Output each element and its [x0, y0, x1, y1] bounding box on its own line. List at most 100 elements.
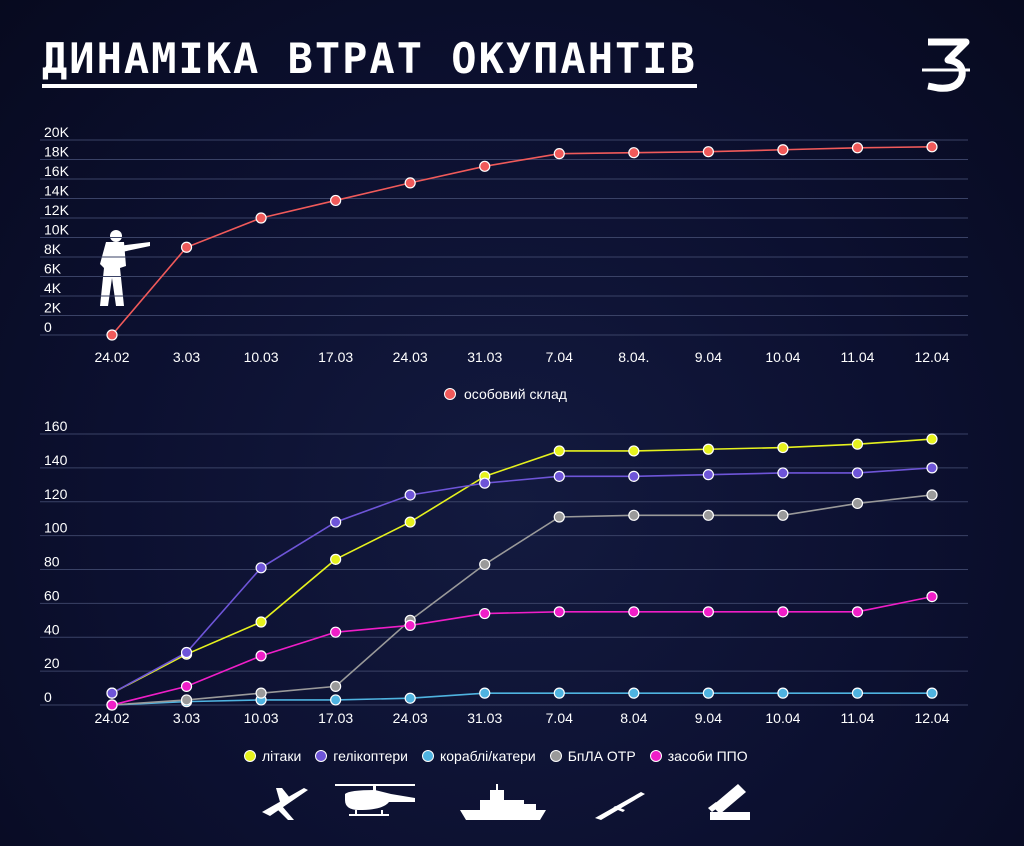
equipment-chart: 0 20 40 60 80 100 120 140 160 24.02 3.03 10.03 17.03…	[40, 418, 968, 726]
y-tick-label: 18K	[44, 144, 70, 160]
data-point	[926, 433, 938, 445]
data-point	[330, 194, 342, 207]
x-tick-label: 24.02	[94, 710, 129, 726]
legend-dot-personnel	[444, 388, 456, 400]
legend-dot-ships	[421, 750, 434, 762]
legend-label-personnel: особовий склад	[464, 386, 567, 402]
data-point	[628, 509, 640, 521]
legend-item-air-defense: засоби ППО	[649, 748, 748, 764]
warship-icon	[460, 784, 546, 820]
data-point	[777, 509, 789, 521]
y-tick-label: 2K	[44, 300, 62, 316]
drone-icon	[595, 792, 645, 820]
y-tick-label: 10K	[44, 222, 70, 238]
page-title: ДИНАМІКА ВТРАТ ОКУПАНТІВ	[42, 36, 697, 88]
x-tick-label: 3.03	[173, 349, 200, 365]
data-point	[404, 692, 416, 704]
data-point	[330, 694, 342, 706]
x-tick-label: 17.03	[318, 710, 353, 726]
legend-dot-helicopters	[315, 750, 328, 762]
data-point	[180, 694, 193, 706]
helicopter-icon	[335, 784, 415, 816]
data-point	[628, 445, 640, 457]
data-point	[702, 687, 714, 699]
data-point	[255, 562, 267, 574]
y-tick-label: 16K	[44, 163, 70, 179]
legend-item-drones: БпЛА ОТР	[549, 748, 636, 764]
y-tick-label: 100	[44, 520, 68, 536]
y-tick-label: 120	[44, 486, 68, 502]
legend-item-ships: кораблі/катери	[421, 748, 536, 764]
legend-item-helicopters: гелікоптери	[315, 748, 408, 764]
y-tick-label: 160	[44, 418, 68, 434]
data-point	[255, 616, 267, 628]
series-line	[111, 494, 933, 706]
series-line	[111, 438, 933, 694]
legend-dot-air-defense	[649, 750, 662, 762]
x-tick-label: 24.02	[94, 349, 129, 365]
y-tick-label: 80	[44, 554, 60, 570]
data-point	[702, 443, 714, 455]
data-point	[926, 687, 938, 699]
data-point	[255, 650, 267, 662]
data-point	[404, 489, 416, 501]
data-point	[553, 606, 565, 618]
data-point	[479, 607, 491, 620]
data-point	[926, 141, 938, 153]
series-line	[111, 595, 933, 706]
x-tick-label: 31.03	[467, 349, 502, 365]
data-point	[851, 497, 864, 510]
x-tick-label: 7.04	[546, 349, 573, 365]
data-point	[180, 680, 193, 692]
data-point	[628, 606, 640, 618]
personnel-chart: 0 2K 4K 6K 8K 10K 12K 14K 16K 18K 20K 24.02 3.03 10.0…	[40, 124, 968, 365]
y-tick-label: 60	[44, 587, 60, 603]
y-tick-label: 6K	[44, 261, 62, 277]
data-point	[777, 467, 789, 479]
equipment-legend: літаки гелікоптери кораблі/катери БпЛА О…	[244, 748, 748, 764]
data-point	[777, 144, 789, 156]
data-point	[479, 558, 491, 571]
series-line	[111, 146, 933, 336]
air-defense-icon	[708, 784, 750, 820]
data-point	[628, 147, 640, 159]
legend-label-aircraft: літаки	[262, 748, 302, 764]
x-tick-label: 11.04	[840, 349, 874, 365]
data-point	[628, 687, 640, 699]
airplane-icon	[262, 788, 308, 820]
data-point	[553, 687, 565, 699]
y-tick-label: 40	[44, 621, 60, 637]
y-tick-label: 20K	[44, 124, 70, 140]
data-point	[926, 462, 938, 474]
data-point	[479, 687, 491, 699]
series-line	[111, 692, 932, 706]
data-point	[702, 606, 714, 618]
x-tick-label: 31.03	[467, 710, 502, 726]
x-tick-label: 3.03	[173, 710, 200, 726]
data-point	[106, 329, 118, 341]
data-point	[330, 553, 342, 565]
data-point	[106, 687, 118, 699]
y-tick-label: 0	[44, 689, 52, 705]
equipment-icons	[262, 784, 750, 820]
x-tick-label: 10.03	[244, 349, 279, 365]
data-point	[777, 606, 789, 618]
data-point	[851, 606, 864, 618]
x-tick-label: 8.04.	[618, 349, 649, 365]
data-point	[777, 687, 789, 699]
x-tick-label: 9.04	[695, 349, 722, 365]
data-point	[255, 687, 267, 699]
x-tick-label: 24.03	[393, 710, 428, 726]
data-point	[926, 591, 938, 603]
legend-label-air-defense: засоби ППО	[667, 748, 748, 764]
legend-label-helicopters: гелікоптери	[333, 748, 408, 764]
data-point	[851, 687, 864, 699]
data-point	[404, 177, 416, 189]
data-point	[180, 241, 193, 253]
y-tick-label: 4K	[44, 280, 62, 296]
data-point	[330, 516, 342, 528]
data-point	[404, 619, 416, 631]
data-point	[628, 470, 640, 482]
data-point	[180, 646, 193, 659]
logo-icon	[922, 38, 970, 92]
